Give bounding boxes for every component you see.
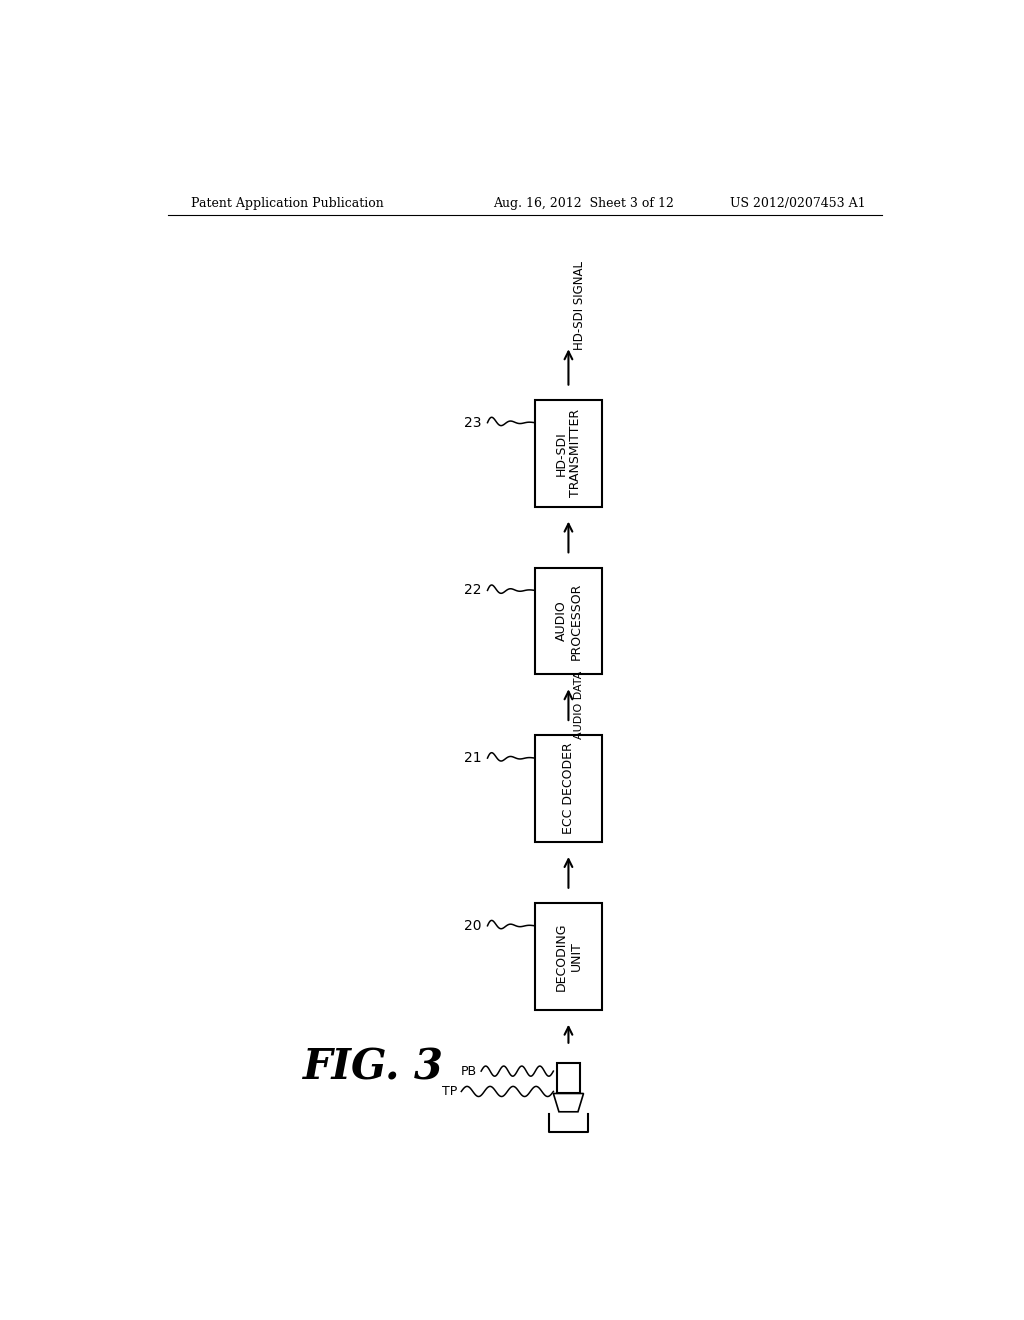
Text: DECODING
UNIT: DECODING UNIT bbox=[554, 923, 583, 990]
Text: 23: 23 bbox=[464, 416, 481, 430]
Text: PB: PB bbox=[461, 1065, 477, 1077]
Bar bbox=[535, 400, 602, 507]
Text: AUDIO
PROCESSOR: AUDIO PROCESSOR bbox=[554, 582, 583, 660]
Text: 22: 22 bbox=[464, 583, 481, 598]
Bar bbox=[535, 903, 602, 1010]
Text: HD-SDI
TRANSMITTER: HD-SDI TRANSMITTER bbox=[554, 409, 583, 498]
Text: Aug. 16, 2012  Sheet 3 of 12: Aug. 16, 2012 Sheet 3 of 12 bbox=[494, 197, 674, 210]
Text: US 2012/0207453 A1: US 2012/0207453 A1 bbox=[730, 197, 866, 210]
Text: 20: 20 bbox=[464, 919, 481, 933]
Text: 21: 21 bbox=[464, 751, 481, 766]
Polygon shape bbox=[553, 1093, 584, 1111]
Text: Patent Application Publication: Patent Application Publication bbox=[191, 197, 384, 210]
Bar bbox=[557, 1063, 580, 1093]
Bar bbox=[535, 568, 602, 675]
Text: FIG. 3: FIG. 3 bbox=[303, 1047, 443, 1089]
Text: ECC DECODER: ECC DECODER bbox=[562, 743, 574, 834]
Bar bbox=[535, 735, 602, 842]
Text: HD-SDI SIGNAL: HD-SDI SIGNAL bbox=[573, 261, 586, 350]
Text: AUDIO DATA: AUDIO DATA bbox=[574, 671, 584, 739]
Text: TP: TP bbox=[442, 1085, 458, 1098]
